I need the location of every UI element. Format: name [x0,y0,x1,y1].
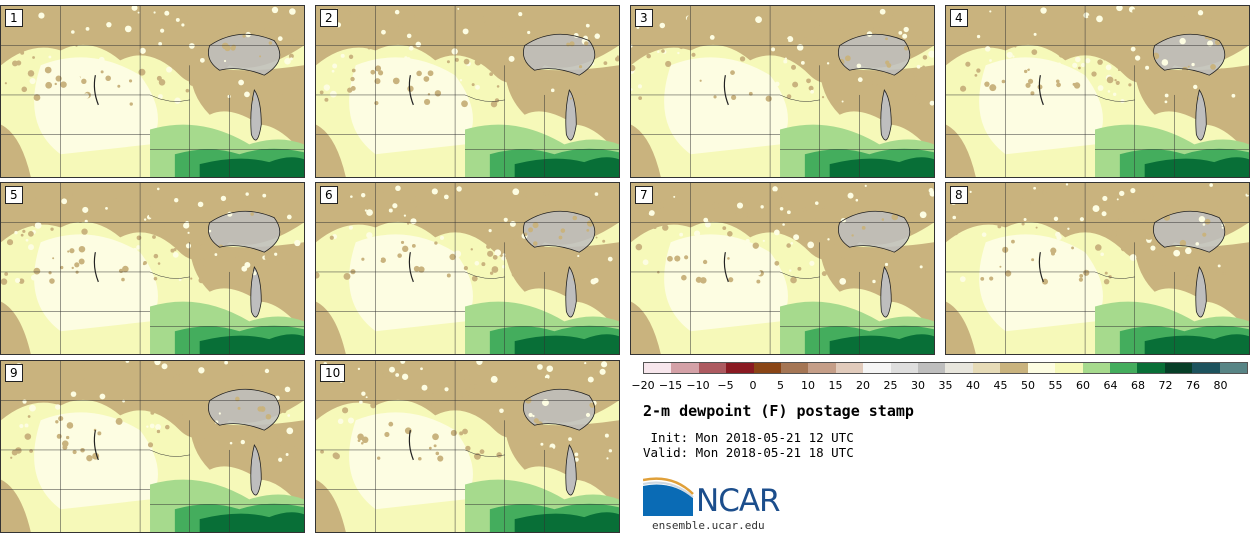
colorbar-segment [726,363,754,373]
colorbar-tick-label: 40 [966,379,980,392]
colorbar-segment [808,363,836,373]
colorbar-segment [1027,363,1056,373]
colorbar-tick-label: 72 [1158,379,1173,392]
colorbar [643,362,1248,374]
colorbar-tick-label: 15 [828,379,843,392]
postage-stamp-panel: 9 [0,360,305,533]
ncar-logo-text: NCAR [696,483,781,519]
colorbar-tick-label: 76 [1186,379,1200,392]
valid-time: Valid: Mon 2018-05-21 18 UTC [643,445,854,460]
colorbar-segment [1055,363,1083,373]
colorbar-tick-label: 5 [777,379,784,392]
postage-stamp-panel: 1 [0,5,305,178]
colorbar-segment [671,363,699,373]
colorbar-tick-label: 50 [1021,379,1035,392]
colorbar-segment [890,363,919,373]
colorbar-tick-label: 80 [1213,379,1228,392]
map-title: 2-m dewpoint (F) postage stamp [643,402,914,420]
panel-number: 7 [635,186,653,204]
colorbar-ticks: −20 −15 −10 −5 0 5 10 15 20 25 30 35 40 45 50 55 60 64 68 7… [631,379,1248,393]
colorbar-segment [753,363,782,373]
colorbar-tick-label: −5 [717,379,734,392]
colorbar-tick-label: −20 [631,379,655,392]
colorbar-tick-label: 20 [856,379,870,392]
colorbar-tick-label: 30 [911,379,925,392]
colorbar-segment [1000,363,1028,373]
colorbar-tick-label: 45 [993,379,1008,392]
postage-stamp-panel: 3 [630,5,935,178]
colorbar-tick-label: 64 [1103,379,1118,392]
colorbar-segment [781,363,809,373]
panel-number: 4 [950,9,968,27]
colorbar-tick-label: 10 [801,379,815,392]
postage-stamp-panel: 4 [945,5,1250,178]
ncar-logo-icon [643,477,694,516]
colorbar-tick-label: −10 [686,379,710,392]
panel-number: 5 [5,186,23,204]
colorbar-segment [644,363,672,373]
colorbar-segment [1192,363,1220,373]
website-url: ensemble.ucar.edu [652,519,765,532]
init-time: Init: Mon 2018-05-21 12 UTC [643,430,854,445]
postage-stamp-panel: 7 [630,182,935,355]
colorbar-segment [1109,363,1138,373]
colorbar-tick-label: 60 [1076,379,1090,392]
postage-stamp-panel: 6 [315,182,620,355]
panel-number: 9 [5,364,23,382]
colorbar-segment [1082,363,1110,373]
panel-number: 10 [320,364,346,382]
postage-stamp-panel: 10 [315,360,620,533]
postage-stamp-panel: 8 [945,182,1250,355]
panel-number: 1 [5,9,23,27]
colorbar-segment [972,363,1001,373]
colorbar-segment [1137,363,1165,373]
colorbar-tick-label: 68 [1131,379,1145,392]
colorbar-segment [945,363,973,373]
colorbar-segment [698,363,727,373]
panel-number: 8 [950,186,968,204]
colorbar-segment [1164,363,1193,373]
colorbar-tick-label: 0 [749,379,757,392]
panel-number: 6 [320,186,338,204]
colorbar-segment [1219,363,1247,373]
colorbar-segment [835,363,864,373]
postage-stamp-panel: 5 [0,182,305,355]
panel-number: 2 [320,9,338,27]
colorbar-tick-label: 55 [1048,379,1063,392]
colorbar-segment [863,363,891,373]
panel-number: 3 [635,9,653,27]
colorbar-segment [918,363,946,373]
colorbar-tick-label: 25 [883,379,898,392]
colorbar-tick-label: 35 [938,379,953,392]
colorbar-tick-label: −15 [658,379,683,392]
postage-stamp-panel: 2 [315,5,620,178]
